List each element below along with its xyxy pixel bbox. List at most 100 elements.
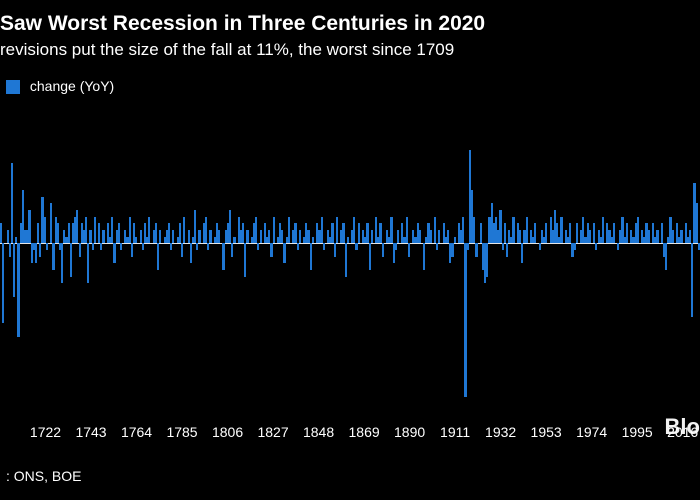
bar bbox=[342, 223, 344, 243]
bar bbox=[57, 223, 59, 243]
bar bbox=[50, 203, 52, 243]
x-tick-label: 1974 bbox=[576, 424, 607, 440]
x-tick-label: 1953 bbox=[531, 424, 562, 440]
bar bbox=[331, 223, 333, 243]
bar bbox=[345, 243, 347, 276]
bar bbox=[190, 243, 192, 263]
bar bbox=[92, 243, 94, 250]
bar bbox=[665, 243, 667, 270]
bar bbox=[111, 217, 113, 244]
bar bbox=[312, 237, 314, 244]
legend-swatch bbox=[6, 80, 20, 94]
bar bbox=[589, 230, 591, 243]
bar bbox=[157, 243, 159, 270]
bar bbox=[434, 217, 436, 244]
bar bbox=[148, 217, 150, 244]
bar bbox=[408, 243, 410, 256]
x-tick-label: 1932 bbox=[485, 424, 516, 440]
bar bbox=[159, 230, 161, 243]
bar bbox=[613, 223, 615, 243]
bar bbox=[168, 223, 170, 243]
source-label: : ONS, BOE bbox=[6, 468, 81, 484]
bar bbox=[390, 217, 392, 244]
bar bbox=[255, 217, 257, 244]
bar bbox=[297, 243, 299, 250]
bar bbox=[382, 243, 384, 256]
x-axis: 1722174317641785180618271848186918901911… bbox=[0, 420, 700, 450]
bar bbox=[179, 223, 181, 243]
bar bbox=[17, 243, 19, 336]
bar bbox=[113, 243, 115, 263]
bar bbox=[76, 210, 78, 243]
bar bbox=[569, 223, 571, 243]
bar bbox=[89, 230, 91, 243]
bar bbox=[28, 210, 30, 243]
bar bbox=[100, 243, 102, 250]
bar bbox=[366, 223, 368, 243]
bar bbox=[129, 217, 131, 244]
chart-container: Saw Worst Recession in Three Centuries i… bbox=[0, 0, 700, 500]
bar bbox=[451, 243, 453, 256]
bar bbox=[648, 230, 650, 243]
bar bbox=[9, 243, 11, 256]
bar bbox=[294, 223, 296, 243]
x-tick-label: 1848 bbox=[303, 424, 334, 440]
bar bbox=[102, 230, 104, 243]
bar bbox=[602, 217, 604, 244]
bar bbox=[273, 217, 275, 244]
bar bbox=[560, 217, 562, 244]
bar bbox=[593, 223, 595, 243]
bar bbox=[172, 230, 174, 243]
bar bbox=[52, 243, 54, 270]
bar bbox=[637, 217, 639, 244]
bar bbox=[233, 237, 235, 244]
bar bbox=[323, 243, 325, 250]
bar bbox=[502, 243, 504, 250]
bar bbox=[499, 210, 501, 243]
bar bbox=[39, 243, 41, 256]
bar bbox=[672, 230, 674, 243]
bar bbox=[140, 230, 142, 243]
bar bbox=[268, 230, 270, 243]
bar bbox=[257, 243, 259, 250]
bar bbox=[595, 243, 597, 250]
bar bbox=[79, 243, 81, 256]
bar bbox=[35, 243, 37, 263]
bar bbox=[270, 243, 272, 256]
x-tick-label: 1827 bbox=[257, 424, 288, 440]
bar bbox=[321, 217, 323, 244]
chart-title: Saw Worst Recession in Three Centuries i… bbox=[0, 12, 485, 36]
bar bbox=[464, 243, 466, 396]
bar bbox=[310, 243, 312, 270]
x-tick-label: 1995 bbox=[622, 424, 653, 440]
bar bbox=[626, 223, 628, 243]
bar bbox=[196, 243, 198, 250]
bar bbox=[519, 230, 521, 243]
bar bbox=[467, 243, 469, 250]
bar bbox=[170, 243, 172, 250]
bar bbox=[447, 230, 449, 243]
x-tick-label: 1722 bbox=[30, 424, 61, 440]
bar bbox=[281, 230, 283, 243]
bar bbox=[307, 230, 309, 243]
bar bbox=[260, 230, 262, 243]
bar bbox=[661, 223, 663, 243]
bar bbox=[406, 217, 408, 244]
bar bbox=[207, 243, 209, 250]
bar bbox=[355, 243, 357, 250]
bar bbox=[246, 230, 248, 243]
bar bbox=[98, 223, 100, 243]
bar bbox=[336, 217, 338, 244]
bar bbox=[155, 223, 157, 243]
x-tick-label: 1785 bbox=[166, 424, 197, 440]
bar bbox=[656, 230, 658, 243]
bar bbox=[397, 230, 399, 243]
x-tick-label: 1806 bbox=[212, 424, 243, 440]
bar bbox=[473, 217, 475, 244]
bar bbox=[506, 243, 508, 256]
bar bbox=[283, 243, 285, 263]
bar bbox=[13, 243, 15, 296]
bar bbox=[11, 163, 13, 243]
bar bbox=[118, 223, 120, 243]
bar bbox=[358, 223, 360, 243]
